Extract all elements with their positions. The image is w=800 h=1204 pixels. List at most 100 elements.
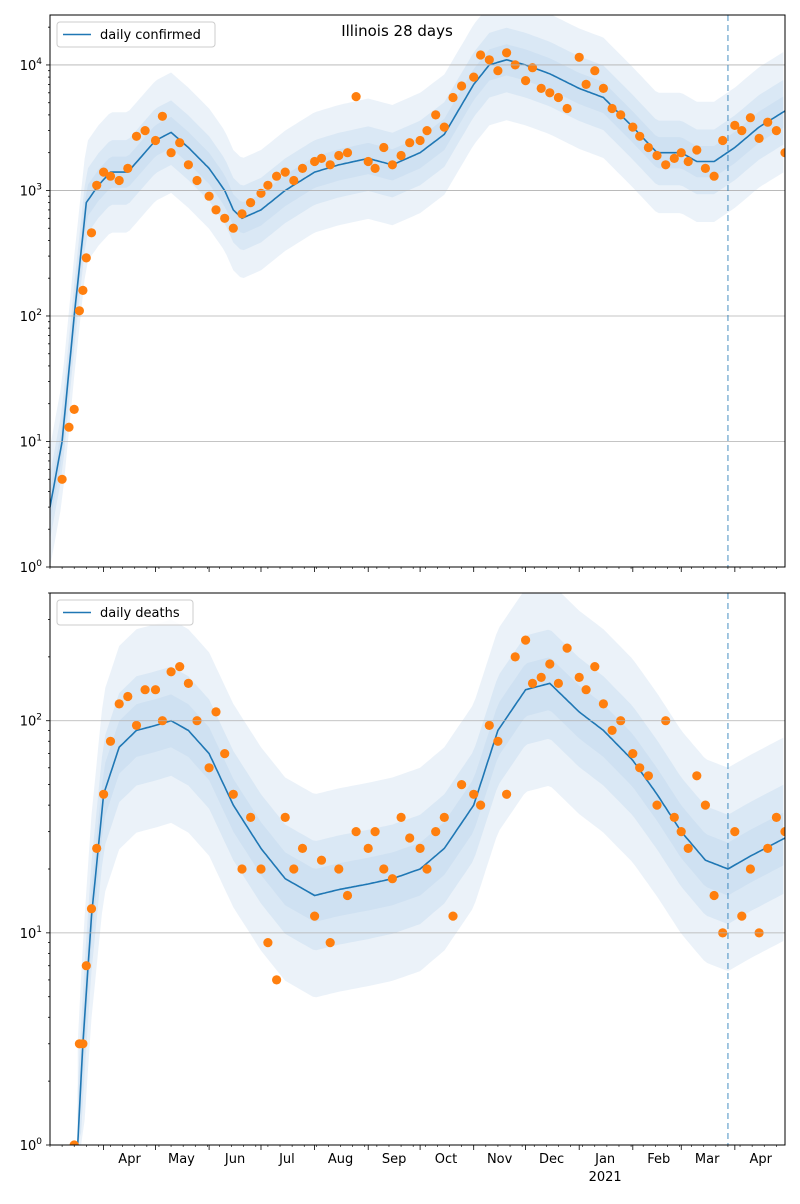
data-point: [183, 160, 193, 170]
data-point: [57, 474, 67, 484]
data-point: [635, 131, 645, 141]
data-point: [431, 827, 441, 837]
data-point: [652, 150, 662, 161]
data-point: [166, 148, 176, 158]
data-point: [387, 874, 397, 884]
plot-area: [50, 15, 785, 567]
data-point: [69, 404, 79, 414]
data-point: [263, 938, 273, 948]
data-point: [502, 48, 512, 58]
data-point: [780, 827, 785, 837]
data-point: [628, 122, 638, 132]
data-point: [415, 843, 425, 854]
data-point: [484, 720, 494, 731]
data-point: [105, 736, 116, 746]
data-point: [105, 171, 116, 181]
data-point: [484, 55, 494, 65]
data-point: [502, 789, 512, 799]
y-tick-label: 100: [20, 1137, 43, 1154]
data-point: [476, 50, 486, 60]
data-point: [700, 163, 711, 173]
data-point: [78, 285, 88, 295]
legend: daily deaths: [56, 599, 194, 626]
data-point: [363, 156, 373, 167]
data-point: [405, 833, 415, 843]
data-point: [228, 223, 238, 233]
data-point: [448, 911, 458, 921]
data-point: [86, 904, 97, 914]
data-point: [590, 662, 600, 672]
data-point: [521, 76, 531, 86]
uncertainty-band: [77, 657, 784, 1145]
data-point: [220, 213, 230, 223]
y-tick-label: 104: [20, 57, 43, 74]
data-point: [211, 205, 221, 215]
x-tick-label: Oct: [435, 1152, 457, 1167]
data-point: [237, 864, 247, 874]
data-point: [396, 812, 406, 823]
data-point: [86, 228, 97, 238]
data-point: [81, 253, 91, 263]
data-point: [99, 789, 109, 799]
data-point: [192, 175, 202, 186]
data-point: [730, 827, 740, 837]
confirmed-panel: 100 101 102 103 104 daily confirmed: [20, 14, 786, 576]
data-point: [422, 864, 432, 874]
data-point: [476, 800, 486, 810]
data-point: [78, 1039, 88, 1049]
data-point: [131, 131, 142, 141]
data-point: [574, 52, 584, 62]
data-point: [342, 890, 353, 901]
data-point: [280, 812, 290, 823]
data-point: [527, 678, 538, 689]
data-point: [325, 160, 335, 170]
data-point: [263, 180, 273, 190]
data-point: [709, 890, 719, 901]
data-point: [763, 117, 773, 127]
data-point: [737, 126, 747, 136]
data-point: [99, 167, 109, 177]
data-point: [730, 120, 740, 130]
x-tick-label: Feb: [647, 1152, 670, 1167]
data-point: [590, 66, 600, 76]
data-point: [692, 145, 702, 155]
legend-box: [56, 599, 194, 626]
data-point: [545, 659, 555, 669]
data-point: [763, 843, 773, 854]
x-tick-label: May: [168, 1152, 195, 1167]
data-point: [64, 422, 74, 432]
y-tick-label: 102: [20, 713, 42, 730]
data-point: [297, 163, 308, 173]
data-point: [510, 652, 520, 662]
data-point: [237, 209, 247, 219]
data-point: [469, 789, 479, 799]
data-point: [745, 113, 756, 123]
x-tick-label: Dec: [539, 1152, 564, 1167]
x-year-label: 2021: [589, 1170, 622, 1185]
data-point: [280, 167, 290, 177]
data-point: [643, 142, 654, 153]
data-point: [536, 83, 546, 93]
data-point: [92, 843, 102, 854]
data-point: [676, 148, 686, 158]
data-point: [562, 643, 572, 653]
data-point: [669, 812, 679, 823]
data-point: [123, 163, 133, 173]
data-point: [780, 148, 785, 158]
plot-area: [69, 593, 785, 1145]
data-point: [183, 678, 193, 689]
y-tick-label: 102: [20, 308, 42, 325]
data-point: [737, 911, 747, 921]
data-point: [204, 763, 214, 773]
series-line: [76, 682, 785, 1145]
data-point: [692, 771, 702, 781]
data-point: [669, 153, 679, 163]
data-point: [439, 122, 449, 132]
data-point: [334, 150, 344, 161]
data-point: [157, 111, 167, 121]
y-tick-label: 103: [20, 182, 42, 199]
data-point: [140, 126, 150, 136]
data-point: [379, 142, 389, 153]
data-point: [439, 812, 449, 823]
